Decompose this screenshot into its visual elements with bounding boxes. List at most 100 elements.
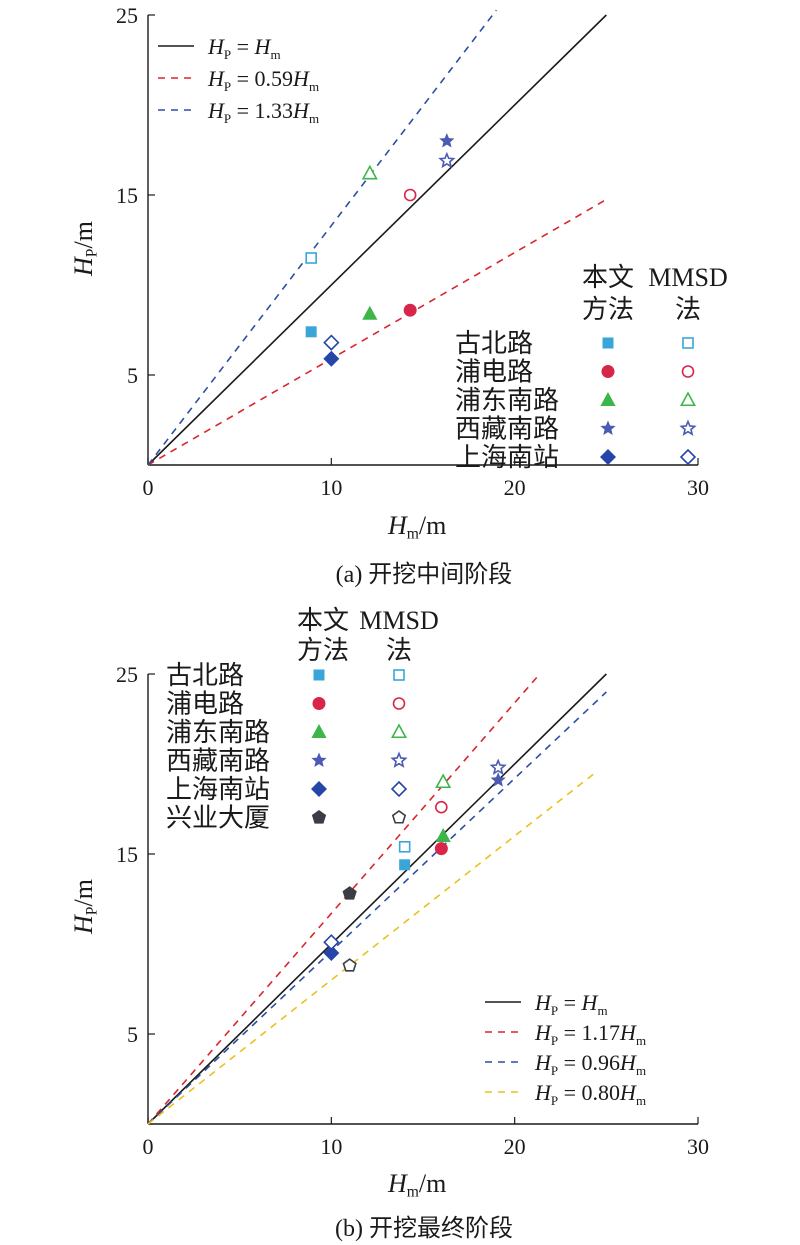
legend-marker-this-method (600, 420, 616, 435)
legend-label-part: = (558, 1050, 581, 1075)
legend-site-name: 浦电路 (455, 358, 533, 387)
legend-marker-this-method (602, 337, 614, 349)
legend-label-part: P (551, 1033, 558, 1048)
legend-site-name: 浦东南路 (455, 386, 559, 415)
legend-label-part: P (551, 1093, 558, 1108)
legend-label-part: = (558, 1080, 581, 1105)
reference-line (147, 673, 607, 1125)
data-point-mmsd (489, 758, 507, 775)
legend-label-part: H (581, 990, 599, 1015)
legend-line-label: HP = 0.59Hm (207, 66, 319, 94)
label-symbol: H (69, 256, 98, 277)
legend-site-name: 古北路 (455, 329, 533, 358)
legend-marker-mmsd (390, 780, 408, 798)
x-tick-label: 30 (687, 1134, 709, 1159)
y-tick-label: 15 (116, 842, 138, 867)
y-axis-label: HP/m (69, 879, 101, 935)
legend-label-part: H (207, 34, 225, 59)
legend-line-label: HP = 0.80Hm (534, 1080, 646, 1108)
x-tick-label: 0 (143, 475, 154, 500)
figure-caption: (b) 开挖最终阶段 (335, 1215, 513, 1242)
legend-marker-mmsd (681, 365, 695, 378)
legend-label-part: 0.59 (255, 66, 294, 91)
x-tick-label: 10 (320, 475, 342, 500)
method-header-top: 本文 (297, 606, 349, 635)
legend-marker-mmsd (679, 419, 697, 436)
data-point-mmsd (403, 188, 417, 202)
legend-marker-this-method (311, 781, 327, 797)
data-point-mmsd (435, 773, 452, 789)
reference-line (147, 770, 598, 1125)
legend-marker-mmsd (679, 448, 697, 466)
label-symbol: H (387, 511, 408, 540)
x-tick-label: 10 (320, 1134, 342, 1159)
legend-label-part: P (224, 111, 231, 126)
legend-marker-mmsd (393, 669, 405, 681)
legend-label-part: m (309, 111, 319, 126)
legend-line-label: HP = Hm (534, 990, 608, 1018)
data-point-this-method (362, 305, 378, 320)
label-unit: /m (69, 879, 98, 906)
label-subscript: P (84, 906, 101, 915)
legend-label-part: m (270, 47, 280, 62)
legend-marker-this-method (600, 449, 616, 465)
legend-site-name: 兴业大厦 (166, 804, 270, 833)
data-point-this-method (305, 326, 317, 338)
legend-label-part: = (558, 990, 581, 1015)
legend-marker-this-method (600, 392, 616, 406)
x-tick-label: 30 (687, 475, 709, 500)
data-point-this-method (439, 133, 455, 148)
legend-label-part: = (558, 1020, 581, 1045)
data-point-mmsd (361, 164, 378, 180)
legend-label-part: 1.17 (582, 1020, 621, 1045)
legend-marker-mmsd (680, 391, 696, 407)
legend-line-label: HP = 1.33Hm (207, 98, 319, 126)
data-point-this-method (323, 350, 340, 367)
x-axis-label: Hm/m (387, 511, 446, 543)
legend-marker-this-method (311, 752, 327, 767)
label-subscript: P (84, 248, 101, 257)
legend-label-part: m (309, 79, 319, 94)
legend-site-name: 浦东南路 (166, 718, 270, 747)
legend-marker-mmsd (392, 697, 406, 710)
legend-label-part: P (551, 1063, 558, 1078)
x-tick-label: 0 (143, 1134, 154, 1159)
method-header-top: MMSD (359, 606, 438, 635)
data-point-this-method (342, 886, 357, 900)
y-tick-label: 5 (127, 1022, 138, 1047)
x-tick-label: 20 (504, 1134, 526, 1159)
method-header-bottom: 方法 (297, 636, 349, 665)
legend-marker-mmsd (682, 337, 694, 349)
legend-site-name: 上海南站 (166, 775, 270, 804)
label-subscript: m (407, 1184, 419, 1201)
legend-site-name: 浦电路 (166, 690, 244, 719)
legend-site-name: 上海南站 (455, 443, 559, 472)
legend-label-part: H (207, 98, 225, 123)
y-tick-label: 5 (127, 363, 138, 388)
reference-line (147, 198, 607, 466)
legend-label-part: P (224, 79, 231, 94)
label-subscript: m (407, 526, 419, 543)
data-point-this-method (399, 859, 411, 871)
legend-marker-this-method (311, 724, 327, 738)
legend-site-name: 西藏南路 (166, 747, 270, 776)
legend-marker-this-method (312, 697, 326, 710)
legend-label-part: 0.96 (582, 1050, 621, 1075)
method-header-bottom: 方法 (582, 295, 634, 324)
legend-label-part: = (231, 66, 254, 91)
legend-label-part: m (636, 1093, 646, 1108)
data-point-mmsd (342, 958, 357, 972)
data-point-mmsd (435, 800, 448, 814)
legend-label-part: H (207, 66, 225, 91)
label-unit: /m (419, 1169, 446, 1198)
label-symbol: H (69, 914, 98, 935)
method-header-top: MMSD (648, 263, 727, 292)
legend-label-part: H (254, 34, 272, 59)
legend-label-part: H (534, 1050, 552, 1075)
data-point-this-method (434, 842, 448, 856)
legend-label-part: H (619, 1020, 637, 1045)
legend-label-part: P (551, 1003, 558, 1018)
legend-label-part: 1.33 (255, 98, 294, 123)
